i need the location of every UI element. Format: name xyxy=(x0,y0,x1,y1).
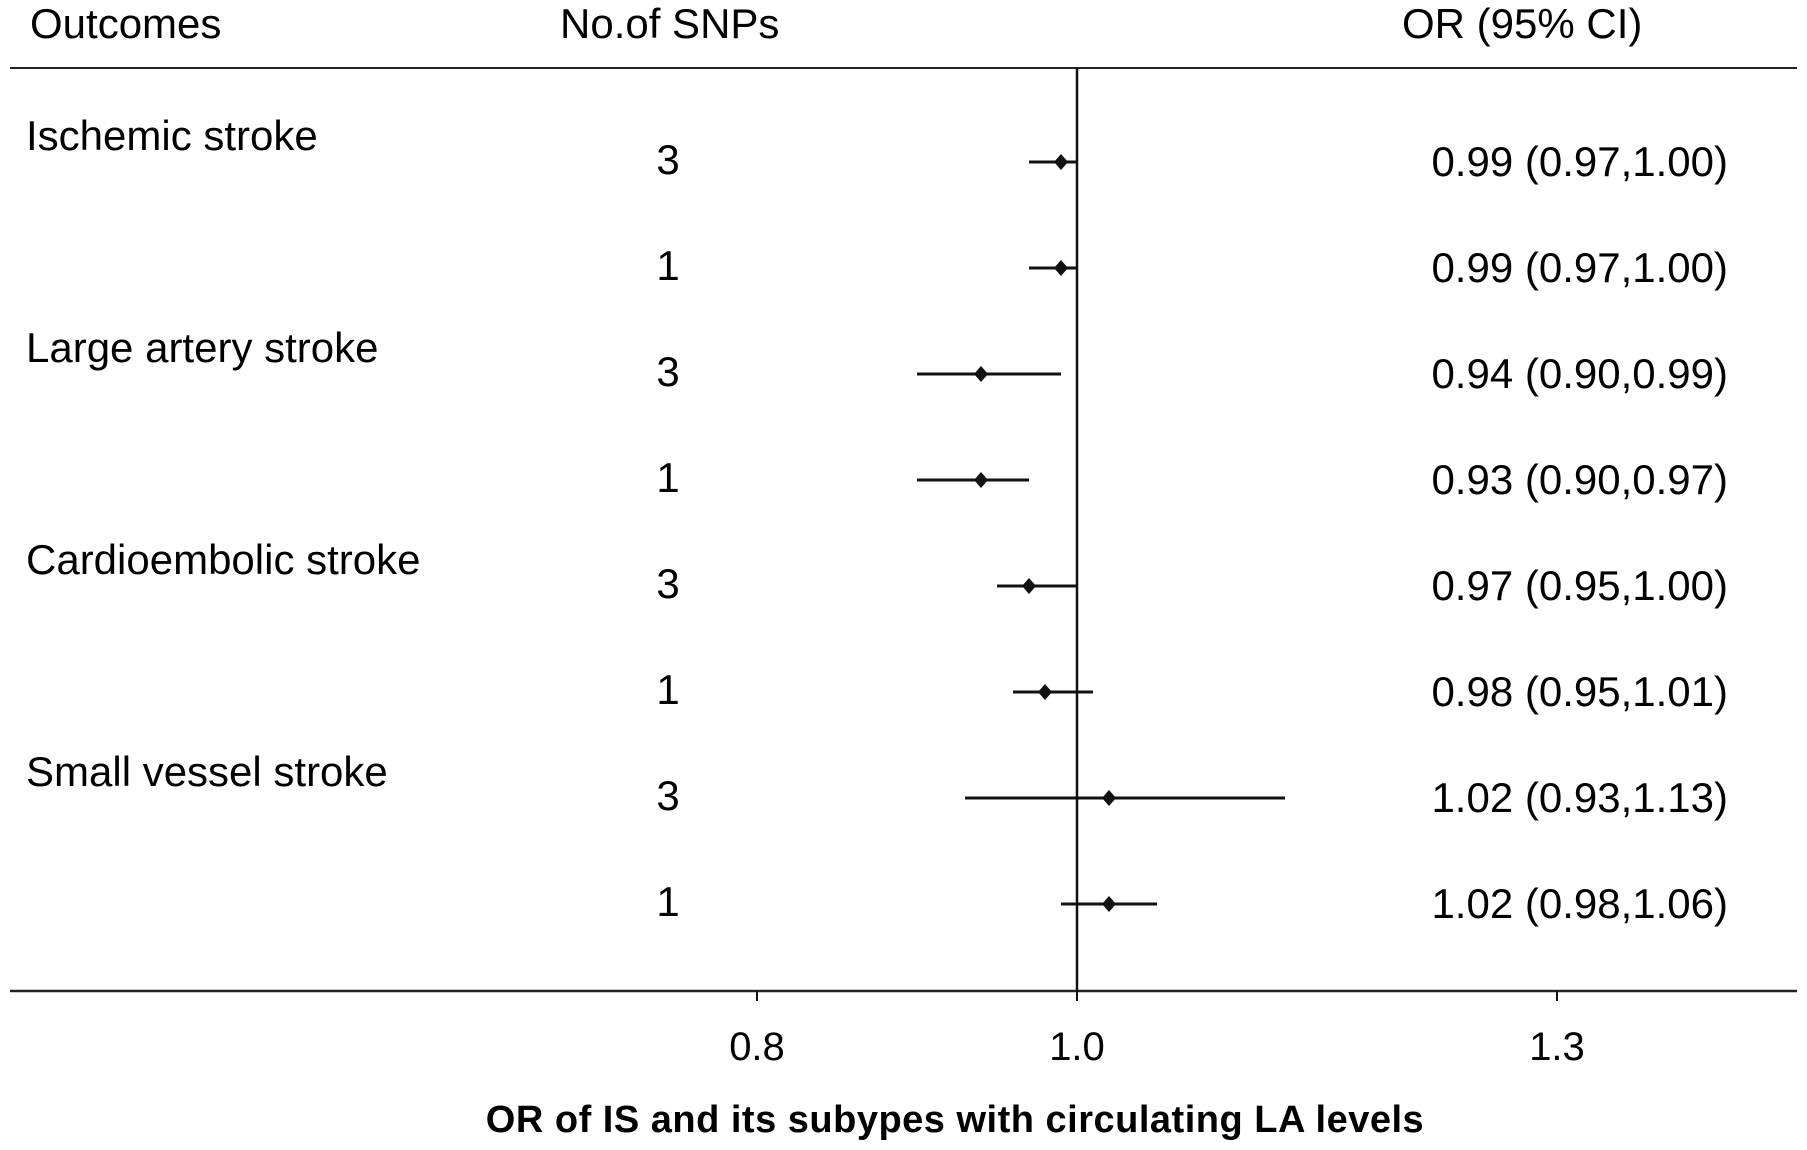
outcome-label: Large artery stroke xyxy=(26,324,379,371)
point-estimate xyxy=(974,366,988,382)
or-ci-value: 0.97 (0.95,1.00) xyxy=(1431,562,1728,609)
point-estimate xyxy=(1054,154,1068,170)
or-ci-value: 0.93 (0.90,0.97) xyxy=(1431,456,1728,503)
snp-count: 3 xyxy=(656,560,679,607)
point-estimate xyxy=(1038,684,1052,700)
x-tick-label: 0.8 xyxy=(729,1025,785,1069)
snp-count: 1 xyxy=(656,454,679,501)
snp-count: 3 xyxy=(656,348,679,395)
or-ci-value: 1.02 (0.93,1.13) xyxy=(1431,774,1728,821)
or-ci-value: 0.94 (0.90,0.99) xyxy=(1431,350,1728,397)
or-ci-value: 0.98 (0.95,1.01) xyxy=(1431,668,1728,715)
outcome-label: Ischemic stroke xyxy=(26,112,318,159)
header-snps: No.of SNPs xyxy=(560,0,779,47)
header-outcomes: Outcomes xyxy=(30,0,221,47)
outcome-label: Cardioembolic stroke xyxy=(26,536,421,583)
snp-count: 1 xyxy=(656,242,679,289)
or-ci-value: 1.02 (0.98,1.06) xyxy=(1431,880,1728,927)
point-estimate xyxy=(974,472,988,488)
snp-count: 3 xyxy=(656,772,679,819)
x-axis-label: OR of IS and its subypes with circulatin… xyxy=(486,1099,1424,1141)
point-estimate xyxy=(1102,790,1116,806)
snp-count: 3 xyxy=(656,136,679,183)
outcome-label: Small vessel stroke xyxy=(26,748,388,795)
or-ci-value: 0.99 (0.97,1.00) xyxy=(1431,138,1728,185)
point-estimate xyxy=(1102,896,1116,912)
snp-count: 1 xyxy=(656,666,679,713)
snp-count: 1 xyxy=(656,878,679,925)
point-estimate xyxy=(1022,578,1036,594)
point-estimate xyxy=(1054,260,1068,276)
x-tick-label: 1.0 xyxy=(1049,1025,1105,1069)
header-or-ci: OR (95% CI) xyxy=(1402,0,1642,47)
x-tick-label: 1.3 xyxy=(1529,1025,1585,1069)
plot-axis: 0.8 1.0 1.3 xyxy=(729,68,1585,1069)
plot-rows: Ischemic stroke 3 0.99 (0.97,1.00) 1 0.99 (0… xyxy=(26,112,1728,927)
or-ci-value: 0.99 (0.97,1.00) xyxy=(1431,244,1728,291)
